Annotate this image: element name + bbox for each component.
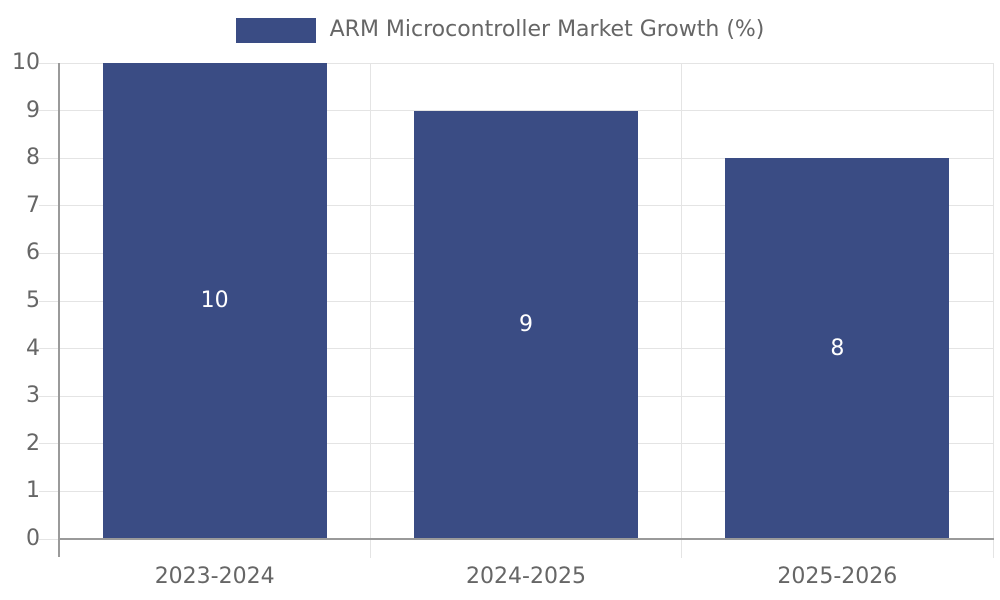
y-tick-label: 7 [26, 192, 40, 218]
bar-2025-2026[interactable]: 8 [725, 158, 950, 539]
y-tick-label: 3 [26, 383, 40, 409]
legend-label: ARM Microcontroller Market Growth (%) [329, 17, 765, 42]
bar-2023-2024[interactable]: 10 [102, 63, 327, 539]
x-axis-tick [681, 540, 683, 558]
y-tick-label: 0 [26, 526, 40, 551]
bar-value-label: 8 [830, 335, 845, 361]
plot-area: 10 9 8 [39, 62, 994, 558]
gridline-horizontal [39, 110, 993, 112]
x-axis-tick [369, 540, 371, 558]
y-tick-label: 5 [26, 288, 40, 313]
x-axis-line [58, 538, 994, 540]
bar-value-label: 9 [519, 311, 533, 337]
gridline-vertical [681, 63, 683, 539]
x-tick-label: 2023-2024 [154, 564, 275, 589]
y-tick-label: 2 [26, 430, 40, 456]
legend-swatch-icon [235, 17, 316, 43]
y-tick-label: 9 [26, 97, 40, 123]
y-tick-label: 6 [26, 240, 40, 266]
y-tick-label: 4 [26, 335, 40, 361]
legend[interactable]: ARM Microcontroller Market Growth (%) [0, 17, 1000, 43]
gridline-vertical [369, 63, 371, 539]
gridline-vertical [992, 63, 994, 539]
x-tick-label: 2024-2025 [466, 564, 586, 589]
x-tick-label: 2025-2026 [777, 564, 898, 589]
bar-value-label: 10 [200, 288, 229, 313]
gridline-horizontal [39, 62, 993, 64]
y-tick-label: 8 [26, 145, 40, 171]
y-tick-label: 1 [26, 478, 40, 504]
y-axis-line [58, 63, 60, 557]
bar-2024-2025[interactable]: 9 [414, 110, 638, 539]
x-axis-tick [992, 540, 994, 558]
y-tick-label: 10 [12, 50, 40, 75]
